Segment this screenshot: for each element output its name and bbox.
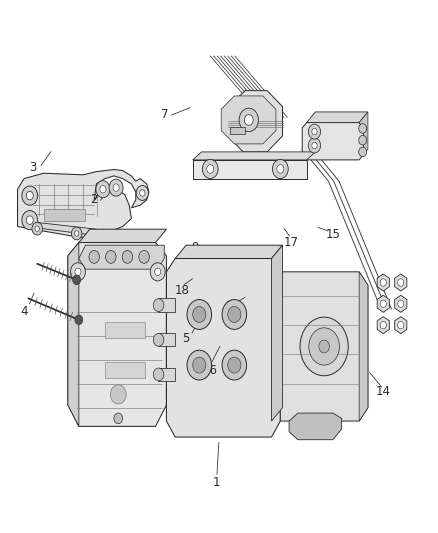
Circle shape	[319, 340, 329, 353]
Circle shape	[300, 317, 348, 376]
Text: 14: 14	[376, 385, 391, 398]
Polygon shape	[193, 160, 307, 179]
Polygon shape	[68, 243, 79, 426]
Circle shape	[26, 216, 33, 224]
Circle shape	[277, 165, 284, 173]
Circle shape	[187, 350, 212, 380]
Polygon shape	[221, 96, 276, 144]
Circle shape	[202, 159, 218, 179]
Polygon shape	[359, 272, 368, 421]
Circle shape	[136, 185, 148, 200]
Text: 9: 9	[191, 241, 199, 254]
Circle shape	[228, 306, 241, 322]
Circle shape	[150, 263, 165, 281]
Polygon shape	[79, 245, 164, 269]
Polygon shape	[105, 362, 145, 378]
Circle shape	[193, 357, 206, 373]
Circle shape	[312, 128, 317, 135]
Polygon shape	[158, 368, 175, 381]
Circle shape	[312, 142, 317, 149]
Circle shape	[153, 298, 164, 311]
Circle shape	[110, 385, 126, 404]
Polygon shape	[68, 243, 166, 426]
Circle shape	[139, 251, 149, 263]
Circle shape	[398, 279, 404, 286]
Circle shape	[122, 251, 133, 263]
Circle shape	[32, 222, 42, 235]
Polygon shape	[307, 112, 368, 123]
Circle shape	[380, 321, 386, 329]
Text: 17: 17	[284, 236, 299, 249]
Circle shape	[244, 115, 253, 125]
Circle shape	[153, 334, 164, 346]
Circle shape	[308, 138, 321, 153]
Polygon shape	[230, 127, 245, 134]
Circle shape	[106, 251, 116, 263]
Circle shape	[309, 328, 339, 365]
Circle shape	[109, 179, 123, 196]
Circle shape	[155, 268, 161, 276]
Circle shape	[113, 184, 119, 191]
Circle shape	[100, 185, 106, 193]
Polygon shape	[158, 298, 175, 312]
Circle shape	[22, 186, 38, 205]
Text: 1: 1	[213, 476, 221, 489]
Circle shape	[35, 226, 39, 231]
Text: 7: 7	[160, 108, 168, 121]
Polygon shape	[18, 169, 149, 237]
Text: 5: 5	[183, 332, 190, 345]
Text: 15: 15	[325, 228, 340, 241]
Circle shape	[207, 165, 214, 173]
Polygon shape	[272, 245, 283, 421]
Circle shape	[380, 279, 386, 286]
Polygon shape	[26, 221, 96, 236]
Text: 18: 18	[174, 284, 189, 297]
Circle shape	[398, 300, 404, 308]
Circle shape	[222, 350, 247, 380]
Polygon shape	[175, 245, 283, 259]
Circle shape	[239, 108, 258, 132]
Circle shape	[359, 135, 367, 145]
Polygon shape	[44, 209, 85, 221]
Circle shape	[71, 227, 82, 240]
Circle shape	[380, 300, 386, 308]
Circle shape	[114, 413, 123, 424]
Circle shape	[140, 190, 145, 196]
Polygon shape	[166, 259, 280, 437]
Text: 9: 9	[322, 343, 330, 356]
Circle shape	[73, 275, 81, 285]
Text: 2: 2	[90, 193, 98, 206]
Polygon shape	[359, 112, 368, 155]
Polygon shape	[193, 152, 315, 160]
Circle shape	[96, 181, 110, 198]
Circle shape	[398, 321, 404, 329]
Polygon shape	[302, 123, 364, 160]
Text: 16: 16	[203, 364, 218, 377]
Circle shape	[359, 124, 367, 133]
Circle shape	[359, 147, 367, 157]
Polygon shape	[79, 229, 166, 243]
Circle shape	[187, 300, 212, 329]
Polygon shape	[289, 413, 342, 440]
Circle shape	[272, 159, 288, 179]
Circle shape	[26, 191, 33, 200]
Circle shape	[228, 357, 241, 373]
Polygon shape	[158, 333, 175, 346]
Polygon shape	[105, 322, 145, 338]
Circle shape	[74, 231, 79, 236]
Circle shape	[71, 263, 85, 281]
Text: 3: 3	[29, 161, 36, 174]
Circle shape	[153, 368, 164, 381]
Circle shape	[75, 268, 81, 276]
Circle shape	[193, 306, 206, 322]
Text: 4: 4	[20, 305, 28, 318]
Circle shape	[222, 300, 247, 329]
Polygon shape	[228, 91, 283, 152]
Circle shape	[308, 124, 321, 139]
Circle shape	[75, 315, 83, 325]
Circle shape	[89, 251, 99, 263]
Circle shape	[22, 211, 38, 230]
Polygon shape	[280, 272, 368, 421]
Text: 7: 7	[226, 300, 234, 313]
